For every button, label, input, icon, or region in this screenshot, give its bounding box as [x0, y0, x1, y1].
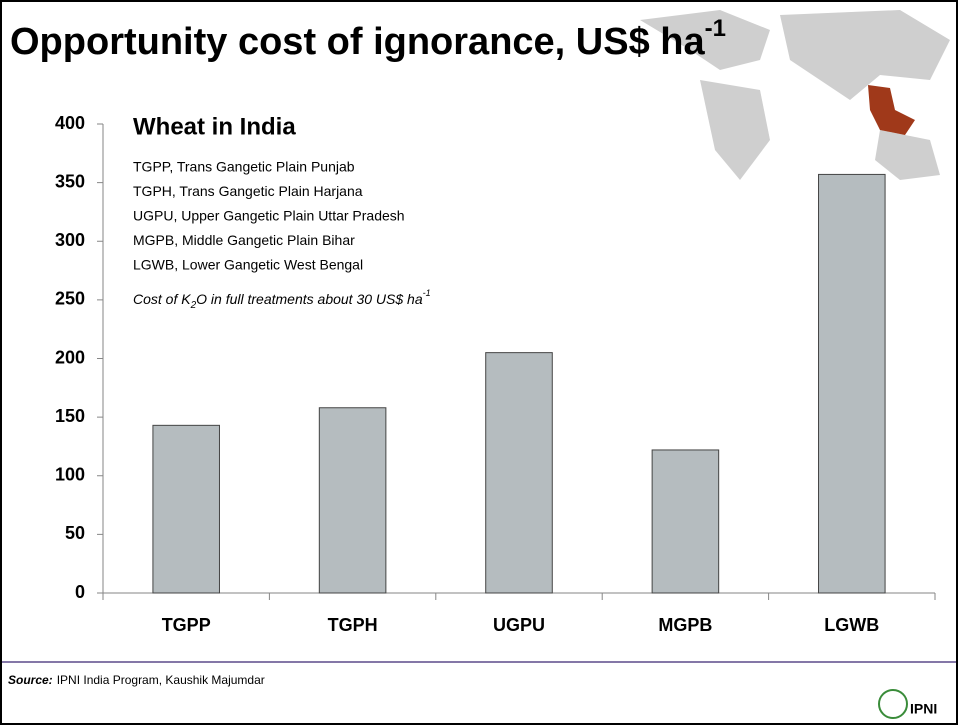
- subtitle: Wheat in India: [133, 113, 296, 140]
- y-tick-label: 250: [55, 289, 85, 309]
- y-tick-label: 400: [55, 113, 85, 133]
- legend-line: MGPB, Middle Gangetic Plain Bihar: [133, 232, 355, 248]
- bar: [651, 449, 720, 594]
- source: Source: IPNI India Program, Kaushik Majum…: [8, 673, 265, 687]
- y-tick-label: 150: [55, 406, 85, 426]
- logo: IPNI: [910, 701, 937, 717]
- logo-icon: [878, 689, 908, 719]
- source-text: IPNI India Program, Kaushik Majumdar: [57, 673, 265, 687]
- y-tick-label: 350: [55, 171, 85, 191]
- note: Cost of K2O in full treatments about 30 …: [133, 288, 431, 310]
- x-tick-label: UGPU: [493, 615, 545, 635]
- title-superscript: -1: [705, 15, 726, 42]
- y-tick-label: 200: [55, 347, 85, 367]
- title-text: Opportunity cost of ignorance, US$ ha: [10, 21, 705, 63]
- x-tick-label: LGWB: [824, 615, 879, 635]
- note-subscript: 2: [190, 300, 197, 311]
- legend-line: TGPH, Trans Gangetic Plain Harjana: [133, 183, 363, 199]
- bar: [152, 424, 220, 594]
- title: Opportunity cost of ignorance, US$ ha-1: [10, 15, 726, 63]
- x-tick-label: TGPH: [328, 615, 378, 635]
- note-superscript: -1: [423, 288, 431, 298]
- y-tick-label: 50: [65, 523, 85, 543]
- legend-line: UGPU, Upper Gangetic Plain Uttar Pradesh: [133, 208, 405, 224]
- bar: [485, 352, 553, 594]
- bar: [318, 407, 387, 594]
- y-tick-label: 300: [55, 230, 85, 250]
- source-label: Source:: [8, 673, 53, 687]
- y-tick-label: 0: [75, 582, 85, 602]
- x-tick-label: MGPB: [658, 615, 712, 635]
- x-tick-label: TGPP: [162, 615, 211, 635]
- legend-line: TGPP, Trans Gangetic Plain Punjab: [133, 159, 355, 175]
- bar: [818, 173, 886, 594]
- legend-line: LGWB, Lower Gangetic West Bengal: [133, 257, 363, 273]
- note-text: Cost of K: [133, 291, 191, 307]
- highlight-region: [868, 85, 915, 135]
- y-tick-label: 100: [55, 465, 85, 485]
- note-text: O in full treatments about 30 US$ ha: [196, 291, 423, 307]
- world-map: [640, 10, 950, 180]
